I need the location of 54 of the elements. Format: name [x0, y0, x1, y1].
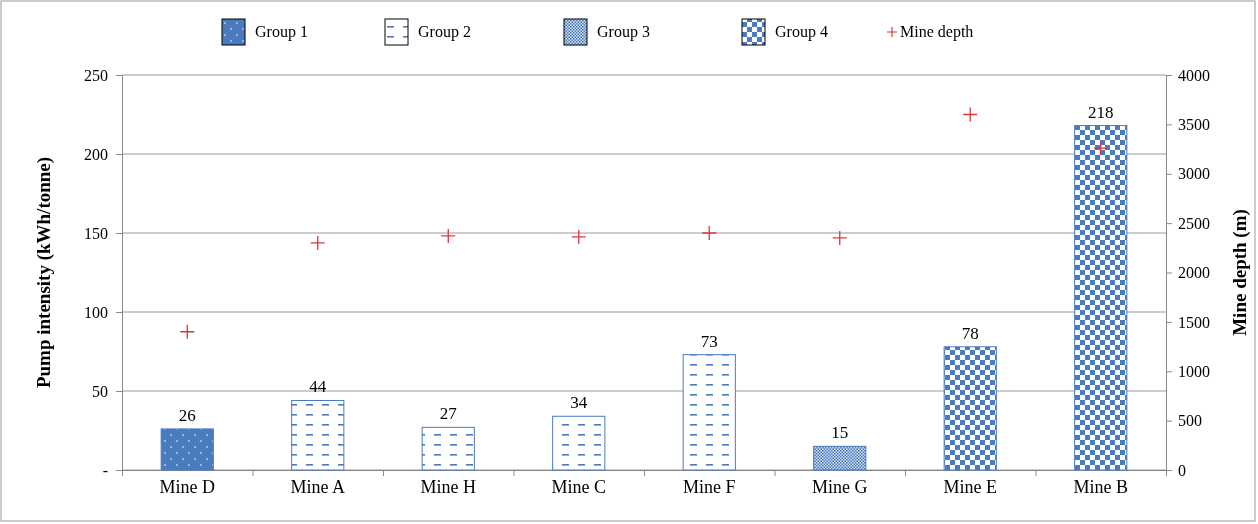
y2-tick-label: 0: [1178, 461, 1186, 479]
point: [310, 235, 326, 251]
x-tick-label: Mine H: [420, 476, 476, 497]
point: [701, 225, 717, 241]
point: [179, 324, 195, 340]
point: [832, 230, 848, 246]
x-tick-label: Mine D: [159, 476, 215, 497]
data-label: 78: [961, 323, 979, 343]
data-label: 73: [700, 331, 718, 351]
y2-tick-label: 4000: [1178, 66, 1210, 84]
bar: [1074, 125, 1128, 471]
y2-tick-label: 2000: [1178, 264, 1210, 282]
legend-label: Group 2: [418, 23, 471, 41]
y-tick-label: 250: [84, 66, 108, 84]
legend-label: Group 3: [597, 23, 650, 41]
legend-label: Group 4: [775, 23, 828, 41]
bar: [421, 426, 475, 471]
legend-label: Group 1: [255, 23, 308, 41]
x-tick-label: Mine A: [290, 476, 346, 497]
y-tick-label: 200: [84, 145, 108, 163]
bar: [160, 428, 214, 471]
y-tick-label: 50: [92, 382, 108, 400]
y-tick-label: -: [102, 461, 108, 479]
data-label: 218: [1088, 102, 1114, 122]
y-axis-title: Pump intensity (kWh/tonne): [33, 156, 55, 389]
y2-tick-label: 1000: [1178, 362, 1210, 380]
point: [1093, 140, 1109, 156]
y2-tick-label: 500: [1178, 412, 1202, 430]
y2-axis-title: Mine depth (m): [1229, 209, 1251, 336]
bar: [682, 354, 736, 471]
point: [962, 106, 978, 123]
y-tick-label: 150: [84, 224, 108, 242]
y2-tick-label: 1500: [1178, 313, 1210, 331]
point: [571, 229, 587, 245]
y2-tick-label: 3000: [1178, 165, 1210, 183]
x-tick-label: Mine E: [943, 476, 997, 497]
x-tick-label: Mine F: [682, 476, 736, 497]
point: [440, 228, 456, 244]
x-tick-label: Mine C: [551, 476, 607, 497]
legend-label: Mine depth: [900, 23, 974, 41]
data-label: 26: [178, 405, 196, 425]
x-tick-label: Mine B: [1073, 476, 1129, 497]
data-label: 34: [570, 393, 588, 413]
data-label: 15: [831, 423, 849, 443]
data-label: 27: [439, 404, 458, 424]
y2-tick-label: 2500: [1178, 214, 1210, 232]
y2-tick-label: 3500: [1178, 116, 1210, 133]
x-tick-label: Mine G: [812, 476, 868, 497]
y-tick-label: 100: [84, 303, 108, 321]
bar: [552, 415, 606, 471]
data-label: 44: [309, 377, 327, 397]
bar: [943, 346, 997, 471]
bar: [813, 445, 867, 471]
bar: [291, 399, 345, 471]
